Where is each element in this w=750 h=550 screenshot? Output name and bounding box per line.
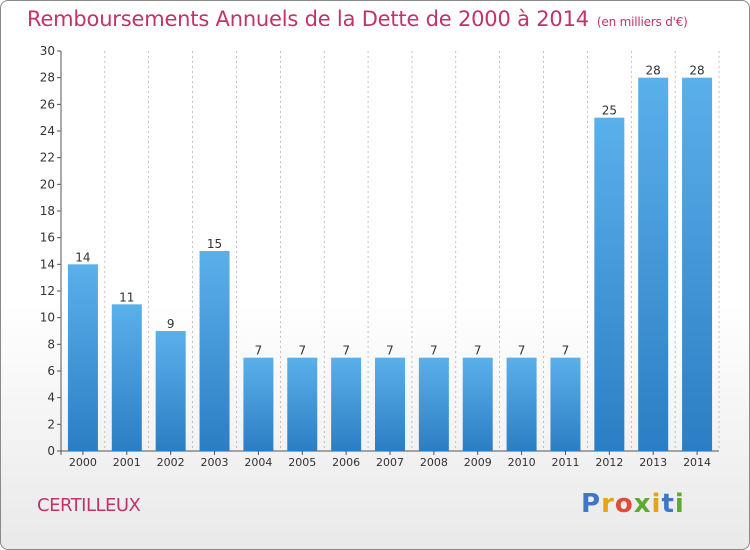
y-tick-label: 14 xyxy=(40,257,55,271)
data-label: 7 xyxy=(518,344,526,358)
y-tick-label: 26 xyxy=(40,97,55,111)
data-label: 14 xyxy=(75,250,90,264)
logo-letter: P xyxy=(581,489,602,519)
y-tick-label: 4 xyxy=(47,391,55,405)
data-label: 7 xyxy=(298,344,306,358)
y-tick-label: 22 xyxy=(40,151,55,165)
y-tick-label: 10 xyxy=(40,311,55,325)
data-label: 11 xyxy=(119,290,134,304)
y-tick-label: 30 xyxy=(40,44,55,58)
x-tick-label: 2006 xyxy=(332,456,360,469)
bar xyxy=(462,357,493,451)
x-tick-label: 2008 xyxy=(420,456,448,469)
data-label: 7 xyxy=(255,344,263,358)
data-label: 7 xyxy=(562,344,570,358)
y-tick-label: 18 xyxy=(40,204,55,218)
bar xyxy=(67,264,98,451)
data-label: 7 xyxy=(474,344,482,358)
y-tick-label: 20 xyxy=(40,177,55,191)
x-tick-label: 2010 xyxy=(508,456,536,469)
logo-letter: i xyxy=(651,489,662,519)
bar xyxy=(243,357,274,451)
logo-letter: i xyxy=(674,489,685,519)
y-tick-label: 2 xyxy=(47,417,55,431)
x-tick-label: 2004 xyxy=(244,456,272,469)
x-tick-label: 2012 xyxy=(595,456,623,469)
data-label: 7 xyxy=(386,344,394,358)
x-tick-label: 2003 xyxy=(201,456,229,469)
bar xyxy=(375,357,405,451)
data-label: 15 xyxy=(207,237,222,251)
data-label: 28 xyxy=(689,64,704,78)
y-tick-label: 16 xyxy=(40,231,55,245)
x-tick-label: 2007 xyxy=(376,456,404,469)
y-tick-label: 24 xyxy=(40,124,55,138)
bar xyxy=(550,357,581,451)
chart-title-text: Remboursements Annuels de la Dette de 20… xyxy=(27,7,589,31)
bar xyxy=(287,357,318,451)
logo-letter: x xyxy=(633,489,652,519)
data-label: 25 xyxy=(602,104,617,118)
logo-letter: o xyxy=(614,489,634,519)
x-tick-label: 2000 xyxy=(69,456,97,469)
bar xyxy=(506,357,537,451)
logo-letter: r xyxy=(601,489,615,519)
x-tick-label: 2011 xyxy=(551,456,579,469)
y-tick-label: 12 xyxy=(40,284,55,298)
data-label: 28 xyxy=(646,64,661,78)
bar xyxy=(331,357,362,451)
x-tick-label: 2002 xyxy=(157,456,185,469)
y-tick-label: 8 xyxy=(47,337,55,351)
data-label: 9 xyxy=(167,317,175,331)
data-label: 7 xyxy=(430,344,438,358)
bar xyxy=(638,77,669,452)
chart-unit: (en milliers d'€) xyxy=(596,15,688,29)
bar xyxy=(594,117,625,452)
x-tick-label: 2001 xyxy=(113,456,141,469)
chart-title: Remboursements Annuels de la Dette de 20… xyxy=(27,7,688,31)
x-tick-label: 2013 xyxy=(639,456,667,469)
y-tick-label: 28 xyxy=(40,71,55,85)
bar xyxy=(155,331,186,451)
logo-letter: t xyxy=(661,489,675,519)
y-tick-label: 6 xyxy=(47,364,55,378)
data-label: 7 xyxy=(342,344,350,358)
bar xyxy=(418,357,449,451)
commune-name: CERTILLEUX xyxy=(37,495,141,516)
y-tick-label: 0 xyxy=(47,444,55,458)
x-tick-label: 2005 xyxy=(288,456,316,469)
x-tick-label: 2009 xyxy=(464,456,492,469)
x-tick-label: 2014 xyxy=(683,456,711,469)
bar xyxy=(682,77,713,452)
proxiti-logo: Proxiti xyxy=(581,489,685,519)
bar xyxy=(199,251,230,451)
bar xyxy=(111,304,142,451)
